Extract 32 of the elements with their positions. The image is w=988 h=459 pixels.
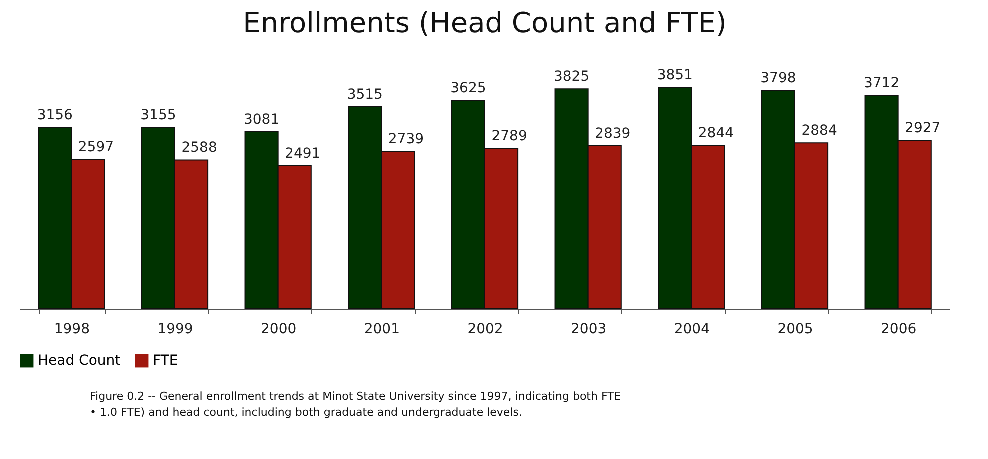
data-label: 3851 <box>657 68 693 84</box>
data-label: 2844 <box>698 125 734 142</box>
x-tick-label: 2005 <box>778 322 814 338</box>
data-label: 3825 <box>554 69 590 86</box>
data-label: 2739 <box>388 132 424 148</box>
data-label: 3156 <box>37 108 74 124</box>
data-label: 2491 <box>285 146 321 162</box>
data-label: 2588 <box>182 140 218 156</box>
data-label: 3155 <box>140 108 176 124</box>
data-label: 2927 <box>905 120 941 137</box>
data-label: 2839 <box>595 126 631 142</box>
data-label: 3081 <box>244 112 280 128</box>
legend-label: Head Count <box>38 353 122 369</box>
x-tick-label: 2006 <box>881 322 917 338</box>
chart-title: Enrollments (Head Count and FTE) <box>243 6 727 40</box>
data-label: 2597 <box>78 140 114 156</box>
data-label: 3515 <box>347 86 383 103</box>
x-tick-label: 1998 <box>54 322 90 338</box>
data-label: 3798 <box>760 70 796 87</box>
x-tick-label: 2000 <box>261 322 297 338</box>
x-tick-label: 2001 <box>364 322 400 338</box>
data-label: 3712 <box>864 76 900 92</box>
data-label: 2884 <box>802 123 838 140</box>
x-tick-label: 2004 <box>674 322 710 338</box>
x-tick-label: 2002 <box>468 322 504 338</box>
x-tick-label: 1999 <box>158 322 194 338</box>
text: • 1.0 FTE) and head count, including both graduate and undergraduate levels. <box>90 406 522 419</box>
legend-label: FTE <box>153 353 178 369</box>
x-tick-label: 2003 <box>571 322 607 338</box>
caption: Figure 0.2 -- General enrollment trends at Minot State University since 1997, indicating both FTE <box>90 390 622 403</box>
data-label: 3625 <box>450 80 486 97</box>
data-label: 2789 <box>492 128 528 145</box>
